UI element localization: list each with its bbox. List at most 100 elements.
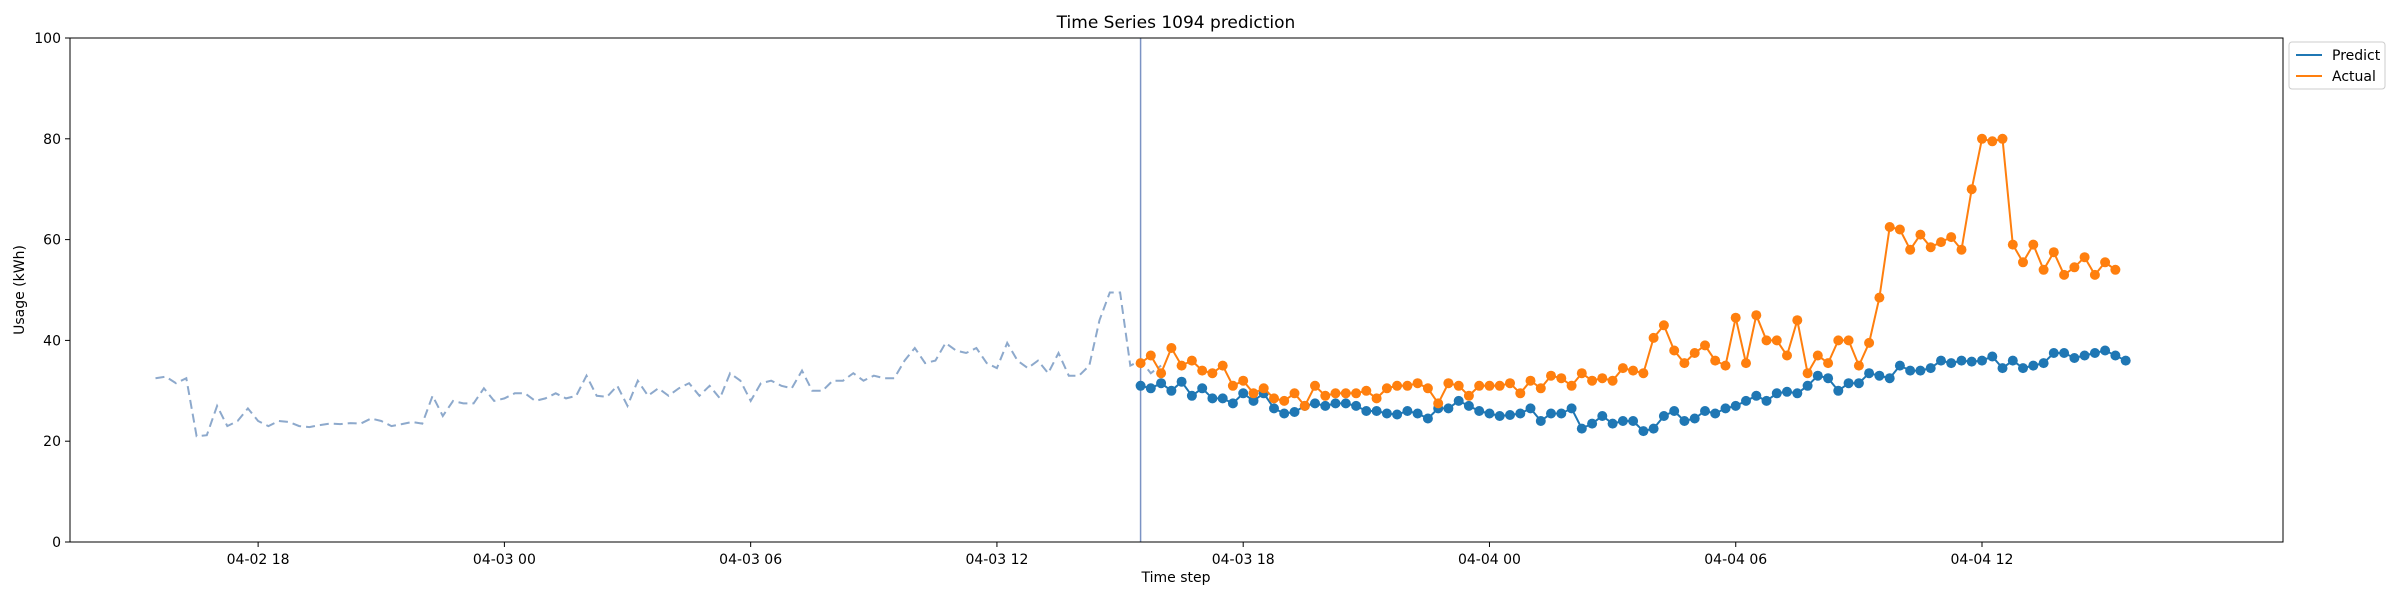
predict-point — [1320, 400, 1331, 411]
legend-label-actual: Actual — [2332, 69, 2376, 85]
actual-point — [1371, 393, 1382, 404]
predict-point — [1925, 363, 1936, 374]
predict-point — [1217, 393, 1228, 404]
predict-point — [1135, 380, 1146, 391]
predict-point — [1392, 409, 1403, 420]
predict-point — [1227, 398, 1238, 409]
actual-point — [2028, 239, 2039, 250]
predict-point — [1853, 378, 1864, 389]
actual-point — [1628, 365, 1639, 376]
actual-point — [1853, 360, 1864, 371]
actual-point — [1566, 380, 1577, 391]
predict-point — [1269, 403, 1279, 414]
actual-point — [1402, 380, 1413, 391]
actual-point — [2007, 239, 2018, 250]
actual-point — [1361, 385, 1372, 396]
predict-point — [1535, 416, 1546, 426]
predict-point — [1741, 395, 1751, 406]
predict-point — [1186, 390, 1197, 401]
x-tick-label: 04-04 00 — [1458, 552, 1521, 568]
actual-point — [1597, 373, 1608, 384]
actual-point — [2069, 262, 2080, 273]
predict-point — [1525, 403, 1536, 414]
actual-point — [1217, 360, 1228, 371]
x-tick-label: 04-03 00 — [473, 552, 536, 568]
predict-point — [1361, 406, 1372, 416]
actual-point — [1802, 368, 1813, 379]
x-tick-label: 04-04 06 — [1704, 552, 1767, 568]
actual-point — [1474, 380, 1485, 391]
actual-point — [1381, 383, 1392, 394]
predict-point — [1289, 407, 1300, 417]
predict-point — [1874, 370, 1885, 381]
predict-point — [1669, 406, 1680, 416]
predict-point — [1823, 373, 1834, 384]
actual-point — [1197, 365, 1208, 376]
predict-point — [1166, 385, 1177, 396]
actual-point — [1392, 380, 1403, 391]
predict-point — [1371, 406, 1382, 416]
actual-point — [1669, 345, 1680, 356]
predict-point — [1946, 358, 1957, 369]
actual-point — [1587, 375, 1598, 386]
predict-point — [1771, 388, 1782, 399]
actual-point — [1915, 229, 1926, 240]
actual-point — [1894, 224, 1905, 235]
predict-point — [2059, 348, 2070, 358]
actual-point — [1515, 388, 1526, 399]
predict-point — [1792, 388, 1803, 399]
predict-point — [2069, 353, 2080, 363]
actual-point — [1186, 355, 1197, 366]
predict-point — [1310, 398, 1320, 409]
x-axis-label: Time step — [1141, 570, 1211, 586]
actual-point — [1997, 133, 2008, 144]
predict-point — [1679, 416, 1690, 426]
predict-point — [2038, 358, 2049, 369]
actual-point — [2100, 257, 2111, 268]
predict-point — [1340, 398, 1351, 409]
actual-point — [1946, 232, 1957, 243]
predict-point — [1689, 413, 1700, 424]
actual-point — [1320, 390, 1331, 401]
actual-point — [1443, 378, 1454, 389]
predict-point — [1238, 388, 1249, 399]
actual-point — [1977, 133, 1987, 144]
predict-point — [1607, 418, 1618, 429]
actual-point — [1617, 363, 1628, 374]
actual-point — [1730, 312, 1741, 323]
history-line — [155, 291, 1162, 438]
actual-point — [1505, 378, 1515, 389]
actual-point — [1422, 383, 1433, 394]
predict-point — [2018, 363, 2028, 374]
predict-point — [1894, 360, 1905, 371]
actual-point — [1864, 337, 1875, 348]
actual-point — [1751, 310, 1762, 321]
predict-point — [1381, 408, 1392, 419]
actual-point — [1925, 242, 1936, 253]
actual-point — [1176, 360, 1187, 371]
plot-frame — [69, 37, 2284, 543]
actual-point — [1679, 358, 1690, 369]
predict-point — [1782, 386, 1792, 397]
predict-point — [2079, 350, 2090, 361]
predict-point — [1956, 355, 1967, 366]
predict-point — [1833, 385, 1844, 396]
actual-point — [1330, 388, 1341, 399]
actual-point — [1463, 390, 1474, 401]
actual-point — [1761, 335, 1772, 346]
predict-point — [1330, 398, 1341, 409]
actual-point — [1689, 348, 1700, 358]
actual-point — [1310, 380, 1320, 391]
actual-point — [1269, 393, 1279, 404]
actual-point — [2018, 257, 2028, 268]
actual-point — [1412, 378, 1423, 389]
actual-point — [1494, 380, 1505, 391]
predict-point — [2028, 360, 2039, 371]
actual-point — [1279, 395, 1290, 406]
actual-point — [1884, 222, 1895, 232]
actual-point — [1535, 383, 1546, 394]
predict-point — [1556, 408, 1567, 419]
predict-point — [1751, 390, 1762, 401]
actual-point — [1936, 237, 1946, 248]
predict-point — [2100, 345, 2111, 356]
